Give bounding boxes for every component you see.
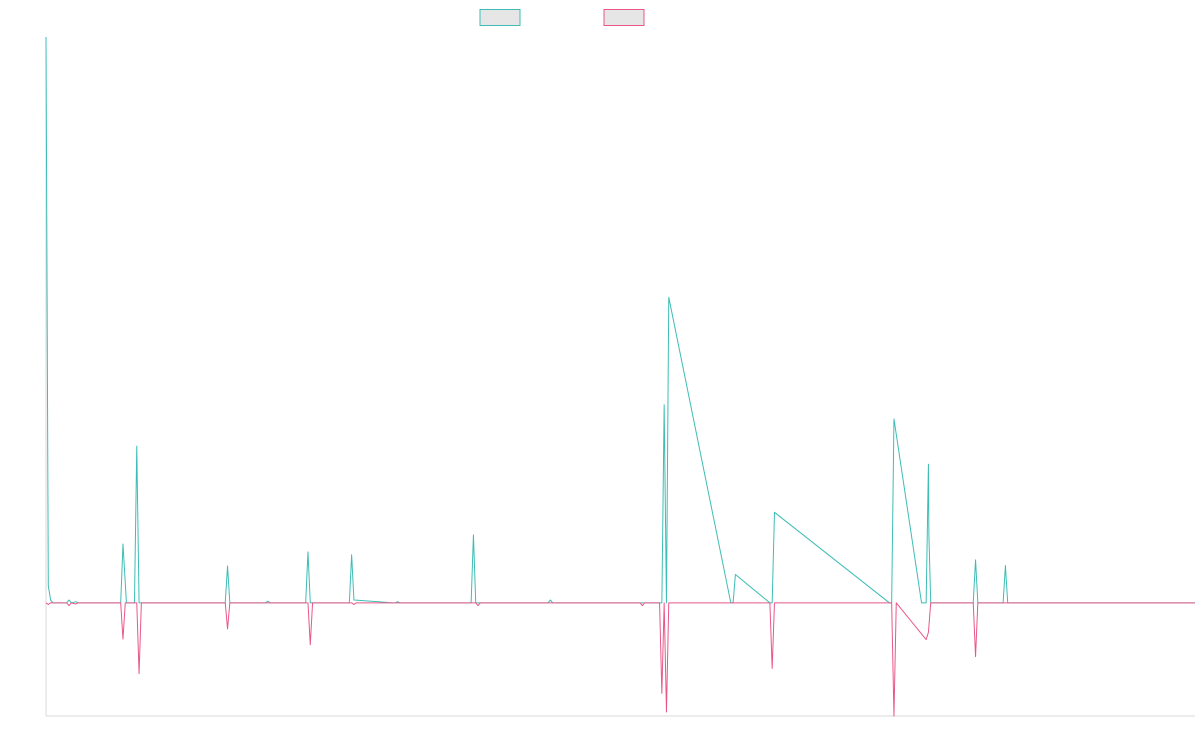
legend xyxy=(479,9,645,26)
legend-swatch-neg[interactable] xyxy=(603,9,645,26)
axes xyxy=(45,37,1195,717)
series-line-pos xyxy=(45,36,1195,604)
series-line-neg xyxy=(45,602,1195,717)
legend-swatch-pos[interactable] xyxy=(479,9,521,26)
series-group xyxy=(45,36,1195,717)
